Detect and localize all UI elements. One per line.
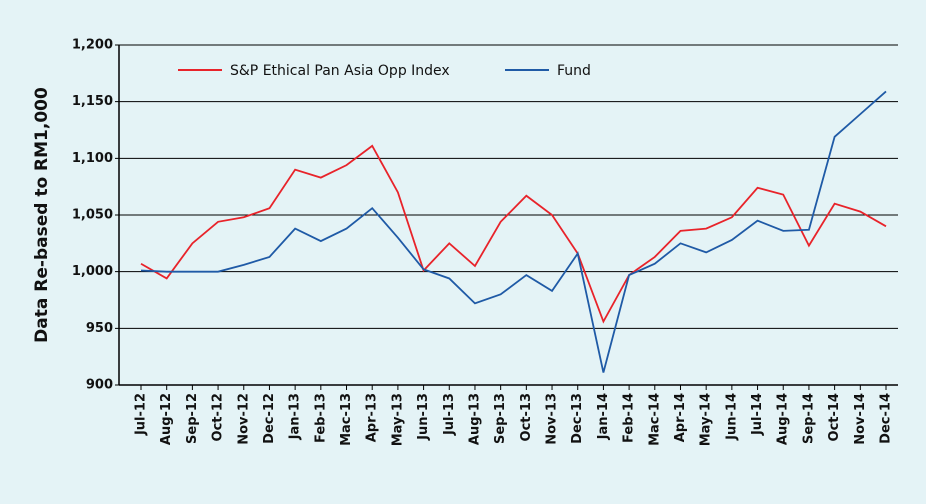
x-tick-label: Jul-13 [442, 393, 457, 436]
y-tick-label: 1,050 [72, 208, 113, 223]
x-tick-label: Sep-12 [185, 393, 200, 444]
x-tick-label: Feb-13 [313, 393, 328, 443]
x-tick-label: Aug-13 [467, 393, 482, 445]
x-tick-label: Aug-14 [776, 393, 791, 445]
y-axis-label: Data Re-based to RM1,000 [32, 87, 52, 343]
x-tick-label: Nov-13 [545, 393, 560, 445]
series-line [140, 90, 887, 373]
x-tick-label: May-13 [390, 393, 405, 446]
x-tick-label: Aug-12 [159, 393, 174, 445]
y-tick-label: 900 [86, 378, 113, 393]
x-tick-label: Jul-12 [134, 393, 149, 436]
x-tick-label: Dec-13 [570, 393, 585, 444]
x-tick-label: Jun-13 [416, 393, 431, 441]
y-tick-label: 1,200 [72, 38, 113, 53]
x-tick-label: Dec-14 [879, 393, 894, 444]
x-tick-label: Feb-14 [622, 393, 637, 443]
x-tick-label: Dec-12 [262, 393, 277, 444]
x-tick-label: Oct-12 [211, 393, 226, 441]
x-tick-label: Oct-14 [827, 393, 842, 441]
x-tick-label: Mac-14 [647, 393, 662, 446]
x-tick-label: Jul-14 [750, 393, 765, 436]
x-tick-label: Jan-13 [288, 393, 303, 440]
x-tick-label: Apr-13 [365, 393, 380, 442]
y-tick-label: 1,150 [72, 94, 113, 109]
x-tick-label: Jan-14 [596, 393, 611, 440]
x-tick-label: Nov-14 [853, 393, 868, 445]
x-tick-label: Nov-12 [236, 393, 251, 445]
x-tick-label: Mac-13 [339, 393, 354, 446]
y-tick-label: 1,000 [72, 264, 113, 279]
y-tick-label: 1,100 [72, 151, 113, 166]
x-tick-label: Sep-14 [801, 393, 816, 444]
legend-label: S&P Ethical Pan Asia Opp Index [230, 63, 450, 79]
x-tick-label: Apr-14 [673, 393, 688, 442]
legend-label: Fund [557, 63, 591, 79]
x-tick-label: Oct-13 [519, 393, 534, 441]
series-line [140, 144, 887, 324]
x-tick-label: May-14 [699, 393, 714, 446]
y-tick-label: 950 [86, 321, 113, 336]
x-tick-label: Sep-13 [493, 393, 508, 444]
x-tick-label: Jun-14 [724, 393, 739, 441]
